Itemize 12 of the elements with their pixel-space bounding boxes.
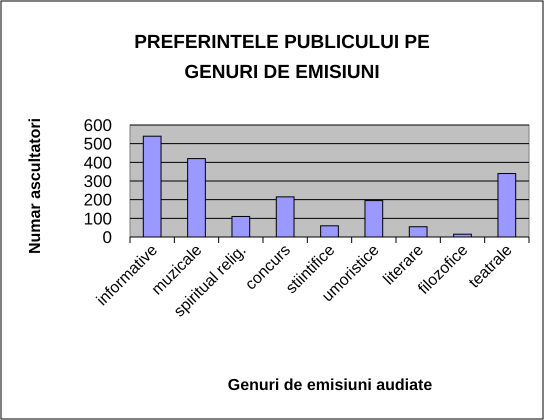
y-tick-label: 300 — [84, 172, 112, 191]
x-axis-title: Genuri de emisiuni audiate — [228, 377, 432, 394]
chart-title: PREFERINTELE PUBLICULUI PE GENURI DE EMISIUNI — [134, 32, 430, 83]
y-tick-label: 200 — [84, 190, 112, 210]
y-tick-label: 400 — [84, 153, 112, 172]
y-axis-title: Numar ascultatori — [27, 118, 44, 254]
y-tick-label: 500 — [84, 134, 112, 154]
y-tick-label: 600 — [84, 116, 112, 135]
bar — [408, 226, 428, 238]
y-tick-label: 100 — [84, 209, 112, 228]
bar — [320, 225, 339, 238]
y-tick-label: 0 — [102, 228, 112, 247]
